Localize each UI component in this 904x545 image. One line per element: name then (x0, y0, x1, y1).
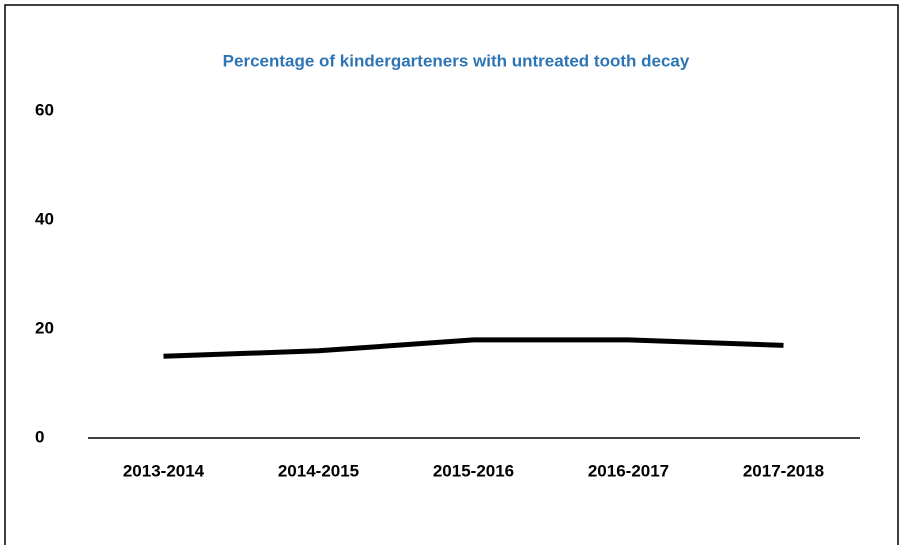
x-tick-label: 2014-2015 (278, 461, 359, 480)
y-tick-label: 20 (35, 318, 54, 337)
data-line (163, 337, 784, 359)
y-tick-label: 60 (35, 100, 54, 119)
x-tick-label: 2013-2014 (123, 461, 205, 480)
x-tick-label: 2016-2017 (588, 461, 669, 480)
y-tick-label: 40 (35, 209, 54, 228)
x-tick-label: 2015-2016 (433, 461, 514, 480)
chart-frame (4, 4, 899, 545)
chart-title: Percentage of kindergarteners with untre… (223, 51, 690, 70)
x-tick-label: 2017-2018 (743, 461, 824, 480)
y-tick-label: 0 (35, 427, 44, 446)
